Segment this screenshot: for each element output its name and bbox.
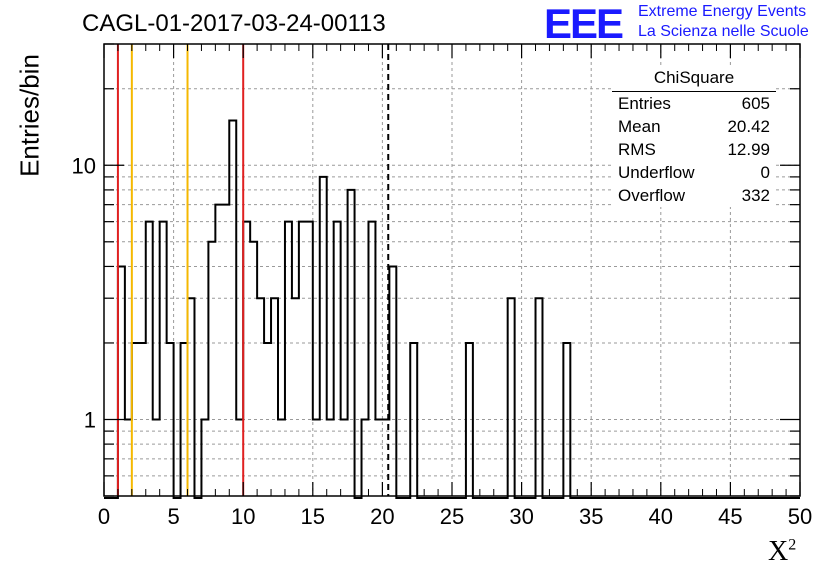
histogram-series [104,119,800,499]
y-axis-label: Entries/bin [14,54,45,177]
x-tick-label: 5 [167,504,179,529]
x-tick-label: 15 [301,504,325,529]
x-tick-label: 45 [718,504,742,529]
x-tick-label: 35 [579,504,603,529]
stats-title: ChiSquare [612,66,776,92]
y-tick-label: 10 [72,153,96,178]
logo-line-2: La Scienza nelle Scuole [638,23,809,40]
stats-row-rms: RMS 12.99 [618,140,770,159]
chart-title: CAGL-01-2017-03-24-00113 [82,10,386,37]
x-tick-label: 30 [509,504,533,529]
x-tick-label: 25 [440,504,464,529]
stats-row-overflow: Overflow 332 [618,186,770,205]
x-tick-label: 50 [788,504,812,529]
x-tick-label: 40 [649,504,673,529]
stats-row-underflow: Underflow 0 [618,163,770,182]
stats-row-entries: Entries 605 [618,94,770,113]
stats-row-mean: Mean 20.42 [618,117,770,136]
x-axis-label: X2 [768,536,797,567]
logo-line-1: Extreme Energy Events [638,3,807,20]
eee-logo: EEE [544,0,624,47]
x-tick-label: 20 [370,504,394,529]
y-tick-label: 1 [84,407,96,432]
x-tick-label: 10 [231,504,255,529]
x-tick-label: 0 [98,504,110,529]
stats-box: ChiSquare Entries 605 Mean 20.42 RMS 12.99 … [612,66,776,207]
